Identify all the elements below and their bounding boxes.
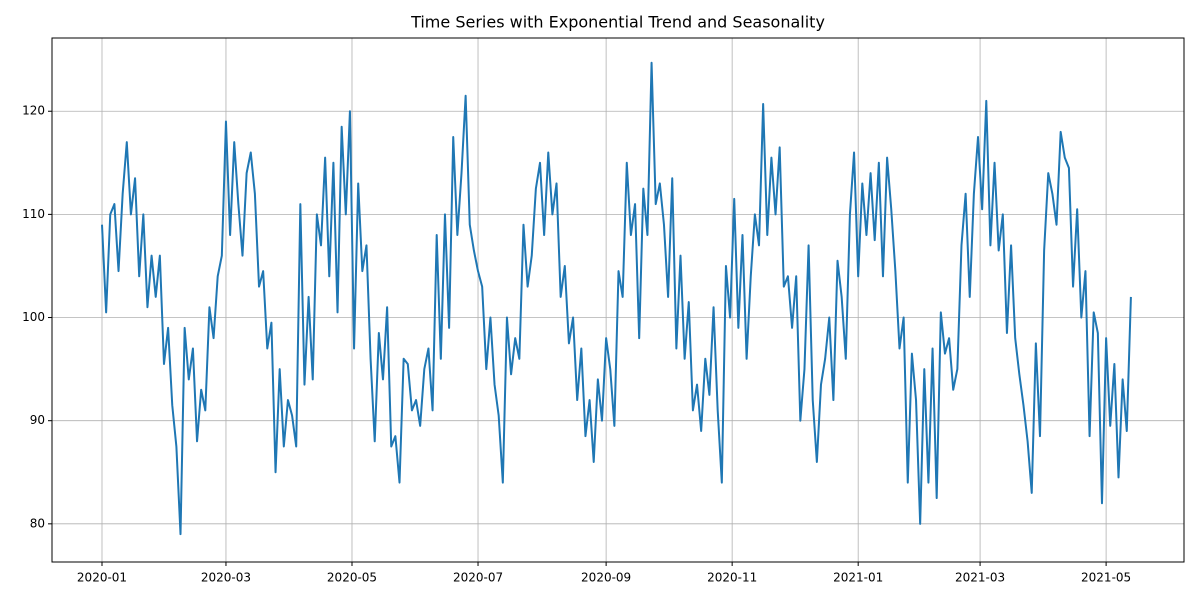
y-tick-label: 120 [22,104,45,118]
x-tick-label: 2020-11 [707,571,757,585]
chart-title: Time Series with Exponential Trend and S… [410,13,825,32]
x-tick-label: 2021-05 [1081,571,1131,585]
series-line [101,61,1132,536]
y-tick-label: 90 [30,413,45,427]
y-tick-label: 100 [22,310,45,324]
x-tick-label: 2020-01 [77,571,127,585]
x-tick-label: 2020-03 [201,571,251,585]
x-tick-label: 2020-09 [581,571,631,585]
x-tick-label: 2021-03 [955,571,1005,585]
x-tick-label: 2020-05 [327,571,377,585]
y-tick-label: 80 [30,516,45,530]
x-tick-label: 2021-01 [833,571,883,585]
x-tick-label: 2020-07 [453,571,503,585]
y-tick-label: 110 [22,207,45,221]
plot-frame [51,37,1185,563]
